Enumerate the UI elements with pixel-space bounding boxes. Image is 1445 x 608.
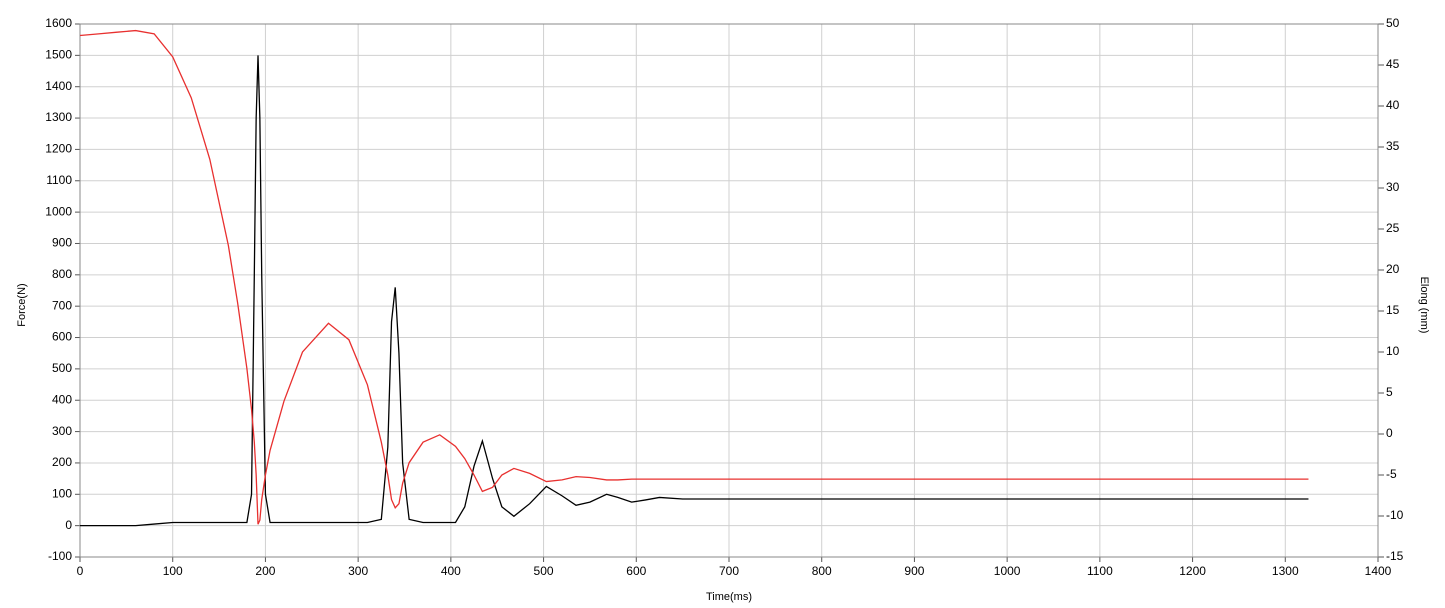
- x-tick-label: 1300: [1272, 564, 1299, 578]
- y-tick-label: 1500: [45, 48, 72, 62]
- y2-tick-label: 35: [1386, 139, 1400, 153]
- x-tick-label: 1000: [994, 564, 1021, 578]
- x-tick-label: 800: [812, 564, 832, 578]
- y2-tick-label: 5: [1386, 385, 1393, 399]
- x-tick-label: 200: [255, 564, 275, 578]
- y2-tick-label: 45: [1386, 57, 1400, 71]
- y-tick-label: 800: [52, 267, 72, 281]
- x-tick-label: 500: [534, 564, 554, 578]
- series-line: [80, 55, 1309, 527]
- y-tick-label: 1200: [45, 142, 72, 156]
- y2-tick-label: -10: [1386, 508, 1404, 522]
- y-tick-label: 400: [52, 392, 72, 406]
- x-tick-label: 400: [441, 564, 461, 578]
- x-tick-label: 1200: [1179, 564, 1206, 578]
- y-tick-label: 1300: [45, 110, 72, 124]
- y2-tick-label: -5: [1386, 467, 1397, 481]
- x-axis-label: Time(ms): [706, 591, 752, 603]
- y-tick-label: 200: [52, 455, 72, 469]
- y-tick-label: -100: [48, 549, 72, 563]
- y2-tick-label: 50: [1386, 16, 1400, 30]
- y-tick-label: 900: [52, 236, 72, 250]
- y-tick-label: 1600: [45, 16, 72, 30]
- y2-tick-label: 30: [1386, 180, 1400, 194]
- y-tick-label: 1100: [46, 173, 72, 187]
- x-tick-label: 900: [904, 564, 924, 578]
- y2-axis-label: Elong (mm): [1418, 277, 1430, 334]
- plot-frame: [79, 23, 1379, 558]
- y2-tick-label: 25: [1386, 221, 1400, 235]
- y2-tick-label: 15: [1386, 303, 1400, 317]
- x-tick-label: 1100: [1087, 564, 1113, 578]
- y-tick-label: 0: [65, 518, 72, 532]
- x-tick-label: 1400: [1365, 564, 1392, 578]
- y2-tick-label: -15: [1386, 549, 1404, 563]
- y-tick-label: 500: [52, 361, 72, 375]
- y-tick-label: 100: [52, 486, 72, 500]
- x-tick-label: 300: [348, 564, 368, 578]
- y-tick-label: 700: [52, 298, 72, 312]
- y2-tick-label: 0: [1386, 426, 1393, 440]
- y-tick-label: 600: [52, 330, 72, 344]
- y-axis-label: Force(N): [16, 283, 28, 326]
- series-line: [79, 29, 1309, 525]
- y2-tick-label: 10: [1386, 344, 1400, 358]
- x-tick-label: 600: [626, 564, 646, 578]
- y-tick-label: 1400: [45, 79, 72, 93]
- y2-tick-label: 40: [1386, 98, 1400, 112]
- x-tick-label: 0: [77, 564, 84, 578]
- x-tick-label: 700: [719, 564, 739, 578]
- x-tick-label: 100: [163, 564, 183, 578]
- y-tick-label: 1000: [45, 204, 72, 218]
- y2-tick-label: 20: [1386, 262, 1400, 276]
- y-tick-label: 300: [52, 424, 72, 438]
